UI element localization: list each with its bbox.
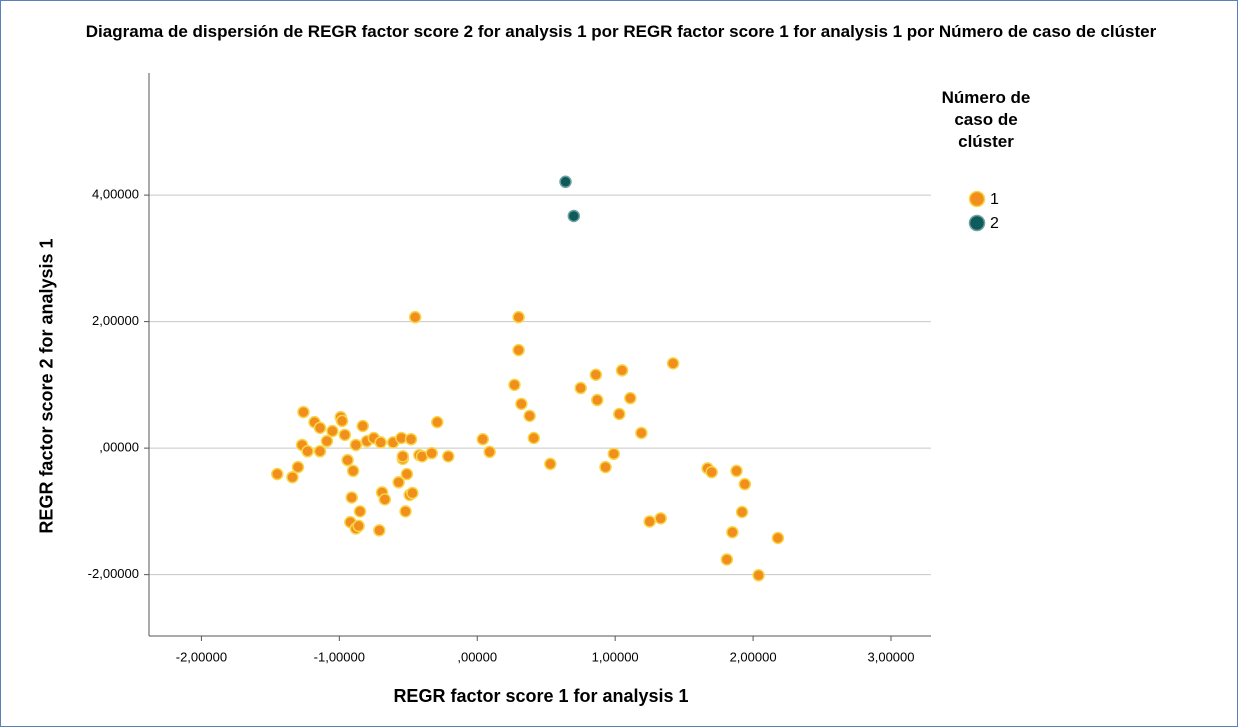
scatter-point xyxy=(574,381,587,395)
scatter-point xyxy=(378,493,392,506)
scatter-point xyxy=(442,450,455,463)
scatter-point xyxy=(615,364,629,377)
scatter-point xyxy=(705,465,718,479)
scatter-point xyxy=(476,433,490,446)
scatter-point xyxy=(666,357,680,370)
scatter-point xyxy=(352,519,365,533)
scatter-point xyxy=(291,460,305,474)
legend-label: 2 xyxy=(990,215,999,232)
scatter-point xyxy=(730,464,743,478)
legend-label: 1 xyxy=(990,191,999,208)
scatter-point xyxy=(590,393,604,407)
scatter-point xyxy=(345,491,358,504)
y-tick-label: ,00000 xyxy=(99,440,139,455)
scatter-point xyxy=(406,486,419,500)
y-tick-label: 2,00000 xyxy=(92,313,139,328)
chart-title: Diagrama de dispersión de REGR factor sc… xyxy=(85,22,1157,41)
scatter-point xyxy=(589,368,603,381)
scatter-point xyxy=(752,569,765,582)
scatter-point xyxy=(599,460,612,474)
scatter-point xyxy=(635,426,648,440)
scatter-point xyxy=(399,505,412,518)
scatter-point xyxy=(286,470,299,484)
scatter-point xyxy=(341,453,354,467)
scatter-point xyxy=(643,515,656,528)
scatter-point xyxy=(512,310,525,324)
scatter-point xyxy=(326,424,339,438)
scatter-point xyxy=(338,428,352,442)
scatter-point xyxy=(400,467,414,481)
scatter-point xyxy=(726,526,739,539)
x-tick-label: -2,00000 xyxy=(176,649,227,664)
x-tick-label: 2,00000 xyxy=(730,649,777,664)
scatter-point xyxy=(515,397,528,411)
scatter-point xyxy=(356,419,370,433)
scatter-point xyxy=(607,447,621,461)
scatter-point xyxy=(483,445,496,459)
scatter-point xyxy=(431,415,444,429)
scatter-point xyxy=(654,512,667,525)
scatter-point xyxy=(301,445,314,458)
scatter-point xyxy=(508,378,521,392)
scatter-point xyxy=(527,431,541,445)
scatter-point xyxy=(297,405,310,419)
scatter-point xyxy=(720,553,734,566)
scatter-point xyxy=(313,421,327,435)
scatter-point xyxy=(512,343,525,357)
y-tick-label: -2,00000 xyxy=(88,566,139,581)
scatter-point xyxy=(613,407,626,421)
scatter-point xyxy=(425,446,438,460)
x-tick-label: 3,00000 xyxy=(868,649,915,664)
scatter-point xyxy=(392,476,405,489)
scatter-point xyxy=(624,391,637,405)
scatter-point xyxy=(404,433,418,446)
scatter-point xyxy=(346,464,360,478)
y-axis-label: REGR factor score 2 for analysis 1 xyxy=(36,238,57,534)
scatter-point xyxy=(735,505,749,519)
x-tick-label: 1,00000 xyxy=(592,649,639,664)
x-axis-label: REGR factor score 1 for analysis 1 xyxy=(393,686,689,706)
scatter-point xyxy=(523,409,536,423)
scatter-point xyxy=(353,505,367,518)
scatter-point xyxy=(374,436,387,449)
scatter-point xyxy=(559,175,572,189)
legend-marker xyxy=(968,214,986,232)
scatter-point xyxy=(408,310,422,324)
x-tick-label: ,00000 xyxy=(457,649,497,664)
scatter-point xyxy=(335,414,349,428)
scatter-point xyxy=(544,457,557,471)
scatter-point xyxy=(271,467,284,481)
scatter-point xyxy=(738,477,752,491)
scatter-point xyxy=(567,209,581,223)
legend-marker xyxy=(968,190,986,208)
y-tick-label: 4,00000 xyxy=(92,187,139,202)
scatter-point xyxy=(396,450,410,463)
scatter-point xyxy=(373,524,386,537)
scatter-point xyxy=(320,434,334,448)
legend-title: Número de caso de clúster xyxy=(941,88,1031,151)
x-tick-label: -1,00000 xyxy=(314,649,365,664)
scatter-point xyxy=(349,438,363,452)
scatter-point xyxy=(313,445,327,458)
scatter-point xyxy=(771,531,785,545)
